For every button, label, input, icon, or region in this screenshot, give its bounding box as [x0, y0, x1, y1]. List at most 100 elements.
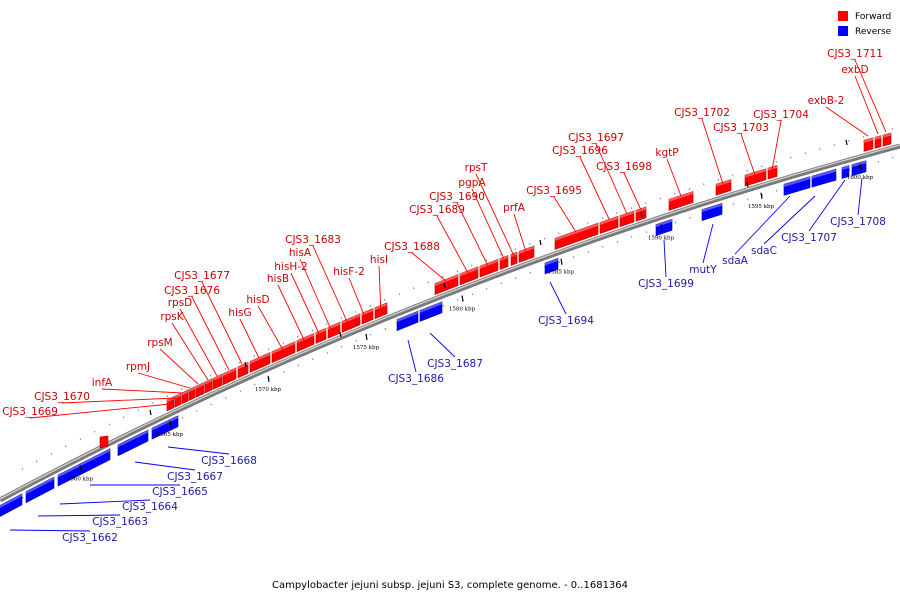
- minor-tick: [123, 416, 125, 419]
- gene-label-forward: CJS3_1703: [713, 122, 769, 134]
- gene-forward-bevel: [519, 245, 534, 254]
- minor-tick: [355, 311, 357, 313]
- gene-reverse-bevel: [26, 477, 54, 495]
- gene-forward-bevel: [620, 210, 634, 219]
- minor-tick: [790, 156, 792, 159]
- gene-label-reverse: CJS3_1699: [638, 278, 694, 290]
- leader-line-forward: [137, 372, 191, 389]
- leader-line-forward: [475, 173, 515, 257]
- minor-tick: [210, 403, 212, 406]
- minor-tick: [486, 287, 488, 290]
- minor-tick: [297, 335, 299, 338]
- gene-forward-bevel: [480, 259, 498, 269]
- minor-tick: [834, 172, 836, 175]
- minor-tick: [674, 221, 676, 224]
- leader-line-reverse: [663, 239, 667, 278]
- gene-forward: [459, 266, 479, 286]
- gene-label-forward: CJS3_1676: [164, 285, 220, 297]
- gene-forward-bevel: [250, 352, 270, 364]
- gene-forward: [249, 352, 271, 373]
- feature-marker: [640, 211, 643, 218]
- leader-line-forward: [513, 213, 527, 253]
- gene-forward-bevel: [875, 135, 881, 140]
- major-tick: [267, 375, 270, 383]
- minor-tick: [892, 156, 894, 159]
- genome-backbone: [0, 143, 900, 503]
- gene-forward: [166, 396, 175, 412]
- minor-tick: [181, 417, 183, 419]
- minor-tick: [138, 438, 140, 440]
- gene-label-forward: kgtP: [655, 147, 678, 159]
- minor-tick: [848, 168, 850, 171]
- minor-tick: [268, 348, 270, 351]
- gene-label-forward: CJS3_1677: [174, 270, 230, 282]
- gene-forward-bevel: [669, 191, 693, 202]
- gene-label-reverse: CJS3_1686: [388, 373, 444, 385]
- leader-line-forward: [825, 106, 869, 137]
- gene-label-forward: CJS3_1683: [285, 234, 341, 246]
- minor-tick: [631, 236, 633, 238]
- gene-reverse: [544, 257, 559, 275]
- minor-tick: [123, 445, 125, 447]
- gene-forward-bevel: [883, 132, 891, 138]
- leader-line-forward: [666, 158, 682, 197]
- minor-tick: [819, 177, 821, 179]
- gene-label-forward: CJS3_1688: [384, 241, 440, 253]
- feature-layer: CJS3_1669CJS3_1670infArpmJrpsMrpsKrpsDCJ…: [0, 48, 892, 544]
- minor-tick: [732, 174, 734, 177]
- leader-line-forward: [456, 202, 489, 267]
- leader-line-reverse: [407, 339, 417, 373]
- minor-tick: [79, 438, 81, 440]
- gene-label-forward: hisH-2: [274, 261, 307, 273]
- leader-line-forward: [436, 215, 469, 274]
- gene-forward: [271, 341, 296, 364]
- leader-line-forward: [854, 75, 879, 135]
- minor-tick: [805, 181, 807, 184]
- minor-tick: [877, 160, 879, 163]
- gene-label-forward: CJS3_1704: [753, 109, 809, 121]
- gene-reverse-bevel: [118, 430, 148, 448]
- gene-reverse: [57, 448, 111, 487]
- gene-reverse: [25, 476, 55, 504]
- gene-label-forward: rpsM: [147, 337, 173, 349]
- gene-label-forward: CJS3_1698: [596, 161, 652, 173]
- gene-label-reverse: CJS3_1687: [427, 358, 483, 370]
- leader-line-forward: [312, 245, 351, 329]
- minor-tick: [253, 355, 255, 357]
- gene-forward-bevel: [342, 313, 360, 324]
- minor-tick: [36, 489, 38, 491]
- gene-forward-bevel: [716, 179, 731, 187]
- gene-forward: [204, 378, 213, 394]
- gene-forward: [744, 168, 767, 187]
- minor-tick: [674, 192, 676, 195]
- leader-line-forward: [239, 318, 260, 359]
- minor-tick: [602, 246, 604, 248]
- minor-tick: [529, 242, 531, 245]
- gene-forward: [554, 222, 599, 250]
- minor-tick: [50, 453, 52, 455]
- minor-tick: [152, 402, 154, 404]
- minor-tick: [370, 333, 372, 336]
- gene-label-forward: exbB-2: [808, 95, 845, 107]
- leader-line-reverse: [59, 499, 151, 505]
- gene-forward: [99, 435, 109, 449]
- tick-label: 1565 kbp: [157, 432, 184, 438]
- gene-label-forward: CJS3_1690: [429, 191, 485, 203]
- leader-line-reverse: [9, 529, 91, 532]
- tick-label: 1575 kbp: [353, 345, 380, 351]
- minor-tick: [457, 299, 459, 301]
- minor-tick: [239, 390, 241, 393]
- minor-tick: [587, 251, 589, 253]
- gene-forward: [863, 137, 874, 152]
- minor-tick: [166, 395, 168, 397]
- gene-label-forward: hisD: [246, 294, 269, 306]
- gene-reverse-bevel: [0, 493, 22, 508]
- minor-tick: [36, 460, 38, 463]
- tick-label: 1585 kbp: [548, 270, 575, 276]
- gene-forward: [181, 389, 189, 405]
- gene-label-forward: prfA: [503, 202, 526, 214]
- gene-reverse: [783, 176, 811, 196]
- gene-forward: [715, 179, 732, 196]
- gene-label-reverse: sdaA: [722, 255, 749, 267]
- gene-label-forward: hisG: [228, 307, 251, 319]
